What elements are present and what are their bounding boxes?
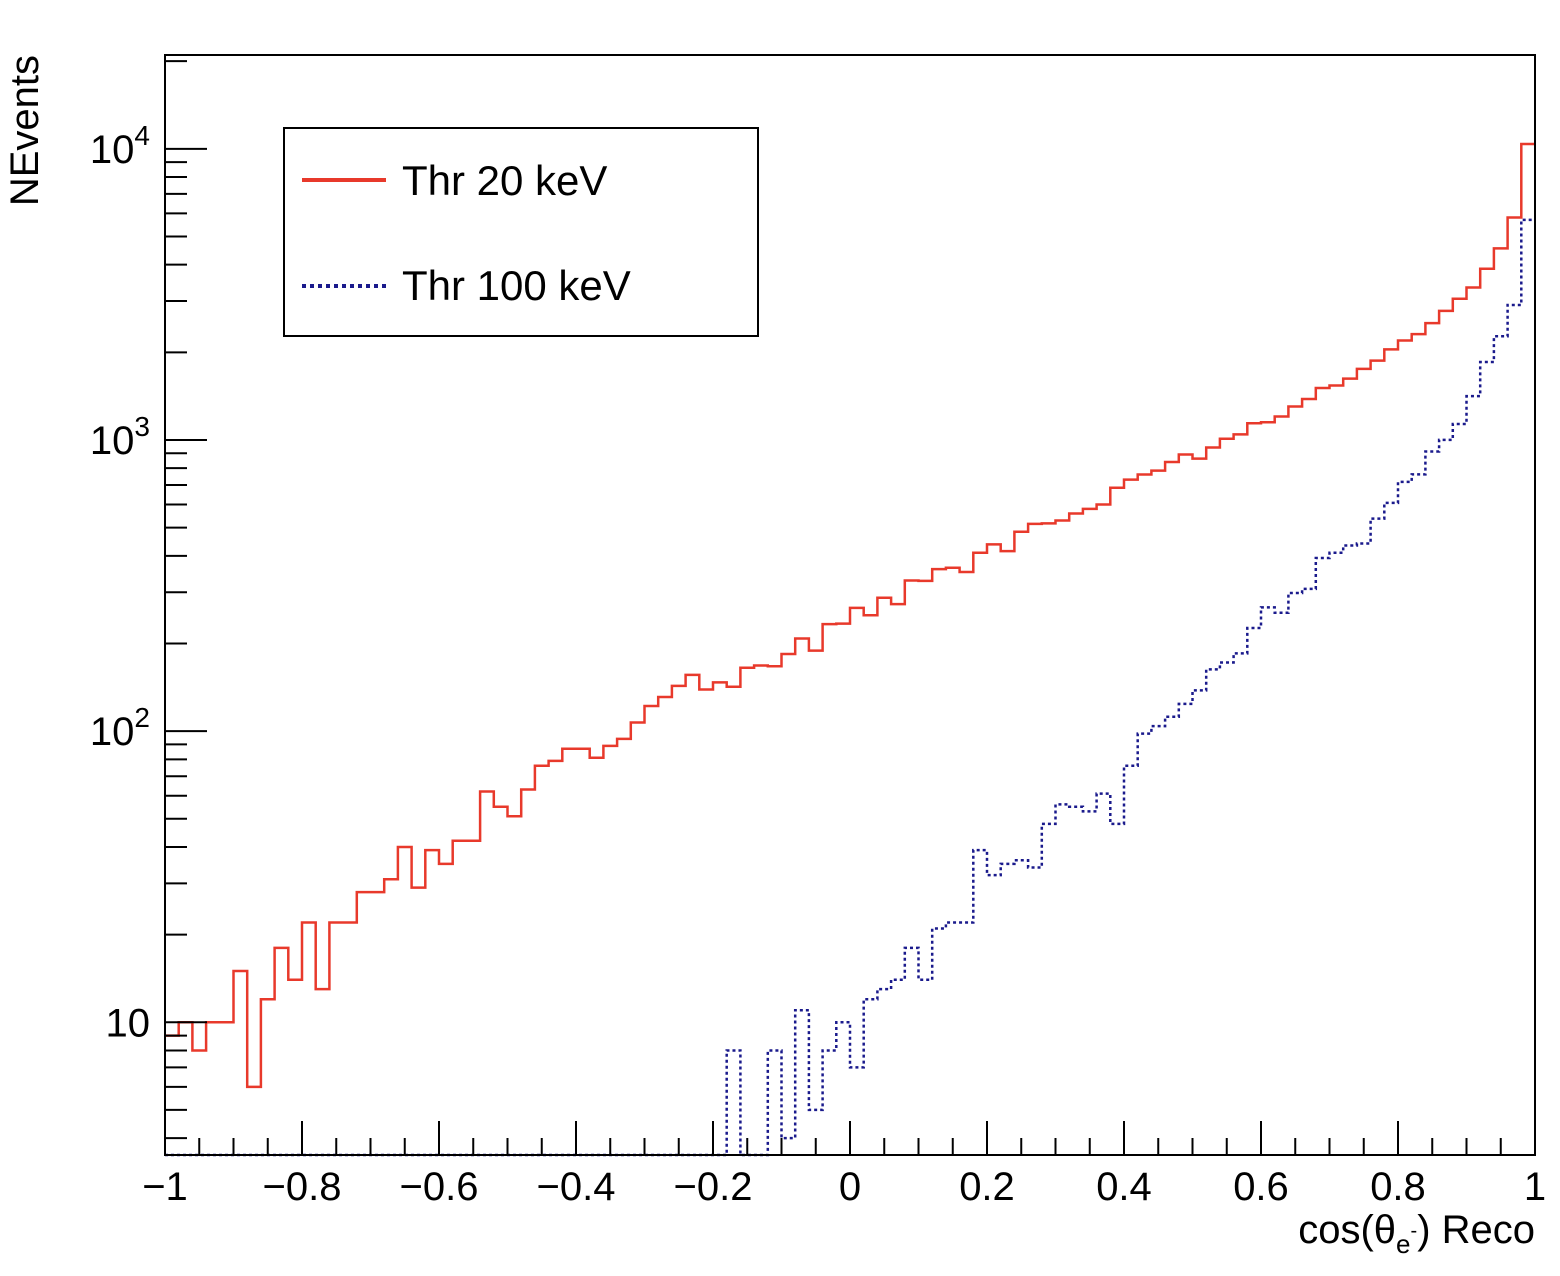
x-tick-label: 0.2: [959, 1165, 1015, 1209]
x-tick-label: −0.8: [263, 1165, 342, 1209]
axis-layer: −1 −0.8 −0.6 −0.4 −0.2 0 0.2 0.4 0.6 0.8 1 10 102 103…: [90, 60, 1546, 1209]
y-tick-label: 103: [90, 411, 150, 463]
series-thr-100kev-line: [165, 218, 1535, 1157]
legend-label-thr-100kev: Thr 100 keV: [402, 262, 631, 309]
x-axis-title-sub: e: [1396, 1229, 1410, 1259]
legend: Thr 20 keV Thr 100 keV: [283, 127, 759, 337]
x-tick-label: −0.2: [674, 1165, 753, 1209]
plot-frame: [164, 54, 1536, 1156]
series-thr-20kev-line: [165, 142, 1535, 1089]
legend-label-thr-20kev: Thr 20 keV: [402, 157, 607, 204]
x-axis-title-sup: -: [1411, 1220, 1418, 1242]
x-axis-title-main: cos(θ: [1298, 1208, 1396, 1252]
x-tick-label: 0: [839, 1165, 861, 1209]
y-tick-label: 10: [106, 1001, 151, 1045]
y-axis-title: NEvents: [3, 55, 47, 206]
legend-box: [283, 127, 759, 337]
x-tick-label: 0.8: [1370, 1165, 1426, 1209]
y-tick-label: 104: [90, 120, 150, 172]
x-axis-title: cos(θe-) Reco: [1298, 1208, 1535, 1259]
series-layer: [165, 142, 1535, 1157]
x-tick-label: 0.4: [1096, 1165, 1152, 1209]
y-tick-label: 102: [90, 702, 150, 754]
x-tick-label: −1: [142, 1165, 188, 1209]
x-tick-label: −0.4: [537, 1165, 616, 1209]
x-tick-label: 0.6: [1233, 1165, 1289, 1209]
x-tick-label: −0.6: [400, 1165, 479, 1209]
x-axis-title-tail: ) Reco: [1417, 1208, 1535, 1252]
x-tick-label: 1: [1524, 1165, 1546, 1209]
